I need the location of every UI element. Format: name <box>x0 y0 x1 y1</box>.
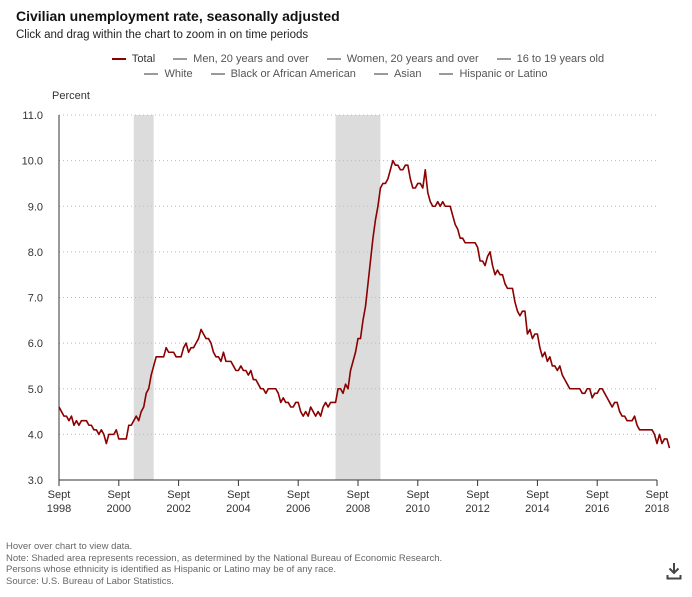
legend-item-men-20-over[interactable]: Men, 20 years and over <box>173 53 309 65</box>
x-tick-label-month: Sept <box>48 489 71 501</box>
x-tick-label-month: Sept <box>466 489 489 501</box>
x-tick-label-year: 2018 <box>645 503 669 515</box>
x-tick-label-month: Sept <box>526 489 549 501</box>
y-axis-label: Percent <box>52 90 90 102</box>
x-tick-label-month: Sept <box>347 489 370 501</box>
x-tick-label-year: 2006 <box>286 503 310 515</box>
legend-label: White <box>164 67 193 80</box>
x-tick-label-year: 2016 <box>585 503 609 515</box>
legend-item-black[interactable]: Black or African American <box>210 67 356 80</box>
legend-item-hispanic[interactable]: Hispanic or Latino <box>439 67 548 80</box>
legend-swatch <box>144 72 159 75</box>
legend-item-total[interactable]: Total <box>111 52 156 65</box>
legend-label: 16 to 19 years old <box>516 52 605 65</box>
x-tick-label-month: Sept <box>227 489 250 501</box>
series-line-total <box>58 159 671 449</box>
y-tick-label: 8.0 <box>28 247 43 259</box>
legend: Total Men, 20 years and over Women, 20 y… <box>0 51 692 81</box>
x-tick-label-year: 2000 <box>107 503 131 515</box>
y-tick-label: 9.0 <box>28 201 43 213</box>
legend-item-women-20-over[interactable]: Women, 20 years and over <box>326 52 479 65</box>
y-tick-label: 3.0 <box>28 475 43 487</box>
legend-item-white[interactable]: White <box>144 67 193 80</box>
ethnicity-note: Persons whose ethnicity is identified as… <box>6 564 337 576</box>
y-tick-label: 5.0 <box>28 384 43 396</box>
x-tick-label-month: Sept <box>646 489 669 501</box>
legend-label: Total <box>131 52 156 65</box>
legend-swatch <box>373 72 388 75</box>
legend-row-1: Total Men, 20 years and over Women, 20 y… <box>24 51 692 66</box>
legend-swatch <box>326 57 341 60</box>
legend-label: Hispanic or Latino <box>459 67 548 80</box>
hover-hint: Hover over chart to view data. <box>6 541 133 552</box>
x-tick-label-month: Sept <box>287 489 310 501</box>
y-tick-label: 6.0 <box>28 338 43 350</box>
x-tick-label-year: 2002 <box>166 503 190 515</box>
x-tick-label-month: Sept <box>107 489 130 501</box>
x-tick-label-month: Sept <box>406 489 429 501</box>
footer: Hover over chart to view data. Note: Sha… <box>6 541 442 588</box>
x-tick-label-year: 2008 <box>346 503 370 515</box>
y-tick-label: 7.0 <box>28 293 43 305</box>
x-tick-label-year: 1998 <box>47 503 71 515</box>
legend-label: Asian <box>393 67 422 80</box>
x-tick-label-year: 2012 <box>465 503 489 515</box>
legend-swatch <box>173 57 188 60</box>
legend-label: Women, 20 years and over <box>346 52 479 65</box>
x-tick-label-year: 2010 <box>406 503 430 515</box>
legend-label: Men, 20 years and over <box>193 52 309 65</box>
legend-swatch <box>210 72 225 75</box>
legend-row-2: White Black or African American Asian Hi… <box>0 66 692 81</box>
legend-item-asian[interactable]: Asian <box>373 67 422 80</box>
line-chart[interactable]: 3.0 4.0 5.0 6.0 7.0 8.0 9.0 10.0 11.0 Percent Sept… <box>0 0 692 530</box>
y-tick-label: 11.0 <box>22 110 43 122</box>
chart-subtitle: Click and drag within the chart to zoom … <box>16 29 309 41</box>
legend-swatch <box>439 72 454 75</box>
x-tick-label-month: Sept <box>167 489 190 501</box>
x-tick-label-year: 2004 <box>226 503 250 515</box>
x-tick-label-month: Sept <box>586 489 609 501</box>
recession-note: Note: Shaded area represents recession, … <box>6 552 443 564</box>
legend-swatch <box>496 57 511 60</box>
legend-swatch <box>111 57 126 60</box>
y-tick-label: 4.0 <box>28 429 43 441</box>
chart-title: Civilian unemployment rate, seasonally a… <box>16 8 340 24</box>
legend-item-16-to-19[interactable]: 16 to 19 years old <box>496 52 605 65</box>
y-tick-label: 10.0 <box>22 156 43 168</box>
source-note: Source: U.S. Bureau of Labor Statistics. <box>6 576 174 588</box>
download-icon[interactable] <box>666 562 682 580</box>
legend-label: Black or African American <box>230 67 356 80</box>
x-tick-label-year: 2014 <box>525 503 549 515</box>
recession-band <box>335 115 381 480</box>
